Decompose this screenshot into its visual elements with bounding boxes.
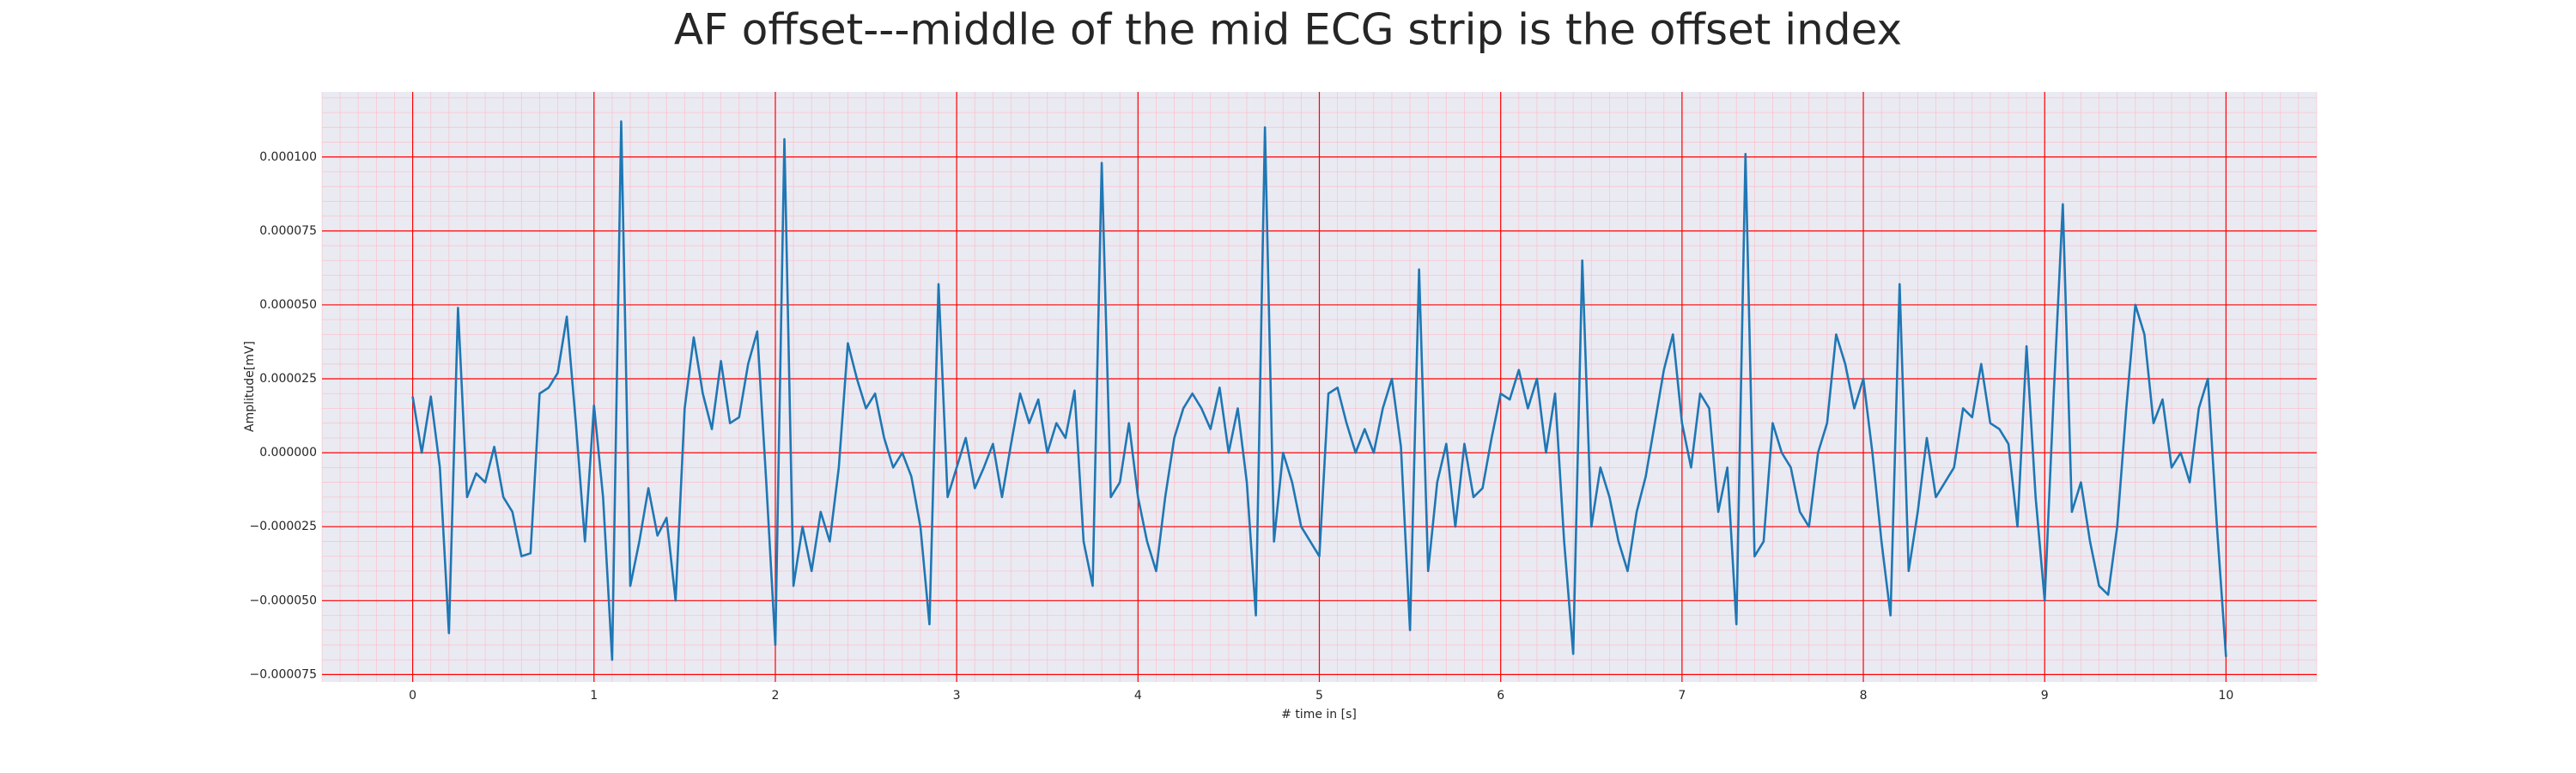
x-tick-label: 8 [1860,689,1868,703]
x-axis-label: # time in [s] [1281,708,1357,721]
x-tick-label: 0 [409,689,416,703]
y-tick-label: 0.000000 [259,446,317,460]
x-tick-label: 2 [771,689,779,703]
x-tick-label: 10 [2218,689,2233,703]
y-tick-label: 0.000100 [259,150,317,164]
y-tick-label: 0.000025 [259,372,317,386]
y-tick-label: −0.000050 [249,593,317,607]
x-tick-label: 6 [1497,689,1504,703]
x-tick-label: 7 [1678,689,1686,703]
x-tick-label: 5 [1315,689,1323,703]
ecg-line [411,120,2227,661]
y-tick-label: 0.000075 [259,224,317,238]
chart-title: AF offset---middle of the mid ECG strip … [674,5,1902,55]
y-tick-label: 0.000050 [259,298,317,312]
x-tick-label: 4 [1134,689,1142,703]
y-tick-label: −0.000025 [249,520,317,533]
y-axis-label: Amplitude[mV] [243,341,257,432]
x-tick-label: 1 [590,689,598,703]
y-tick-label: −0.000075 [249,667,317,681]
x-tick-label: 3 [953,689,961,703]
x-tick-label: 9 [2041,689,2049,703]
